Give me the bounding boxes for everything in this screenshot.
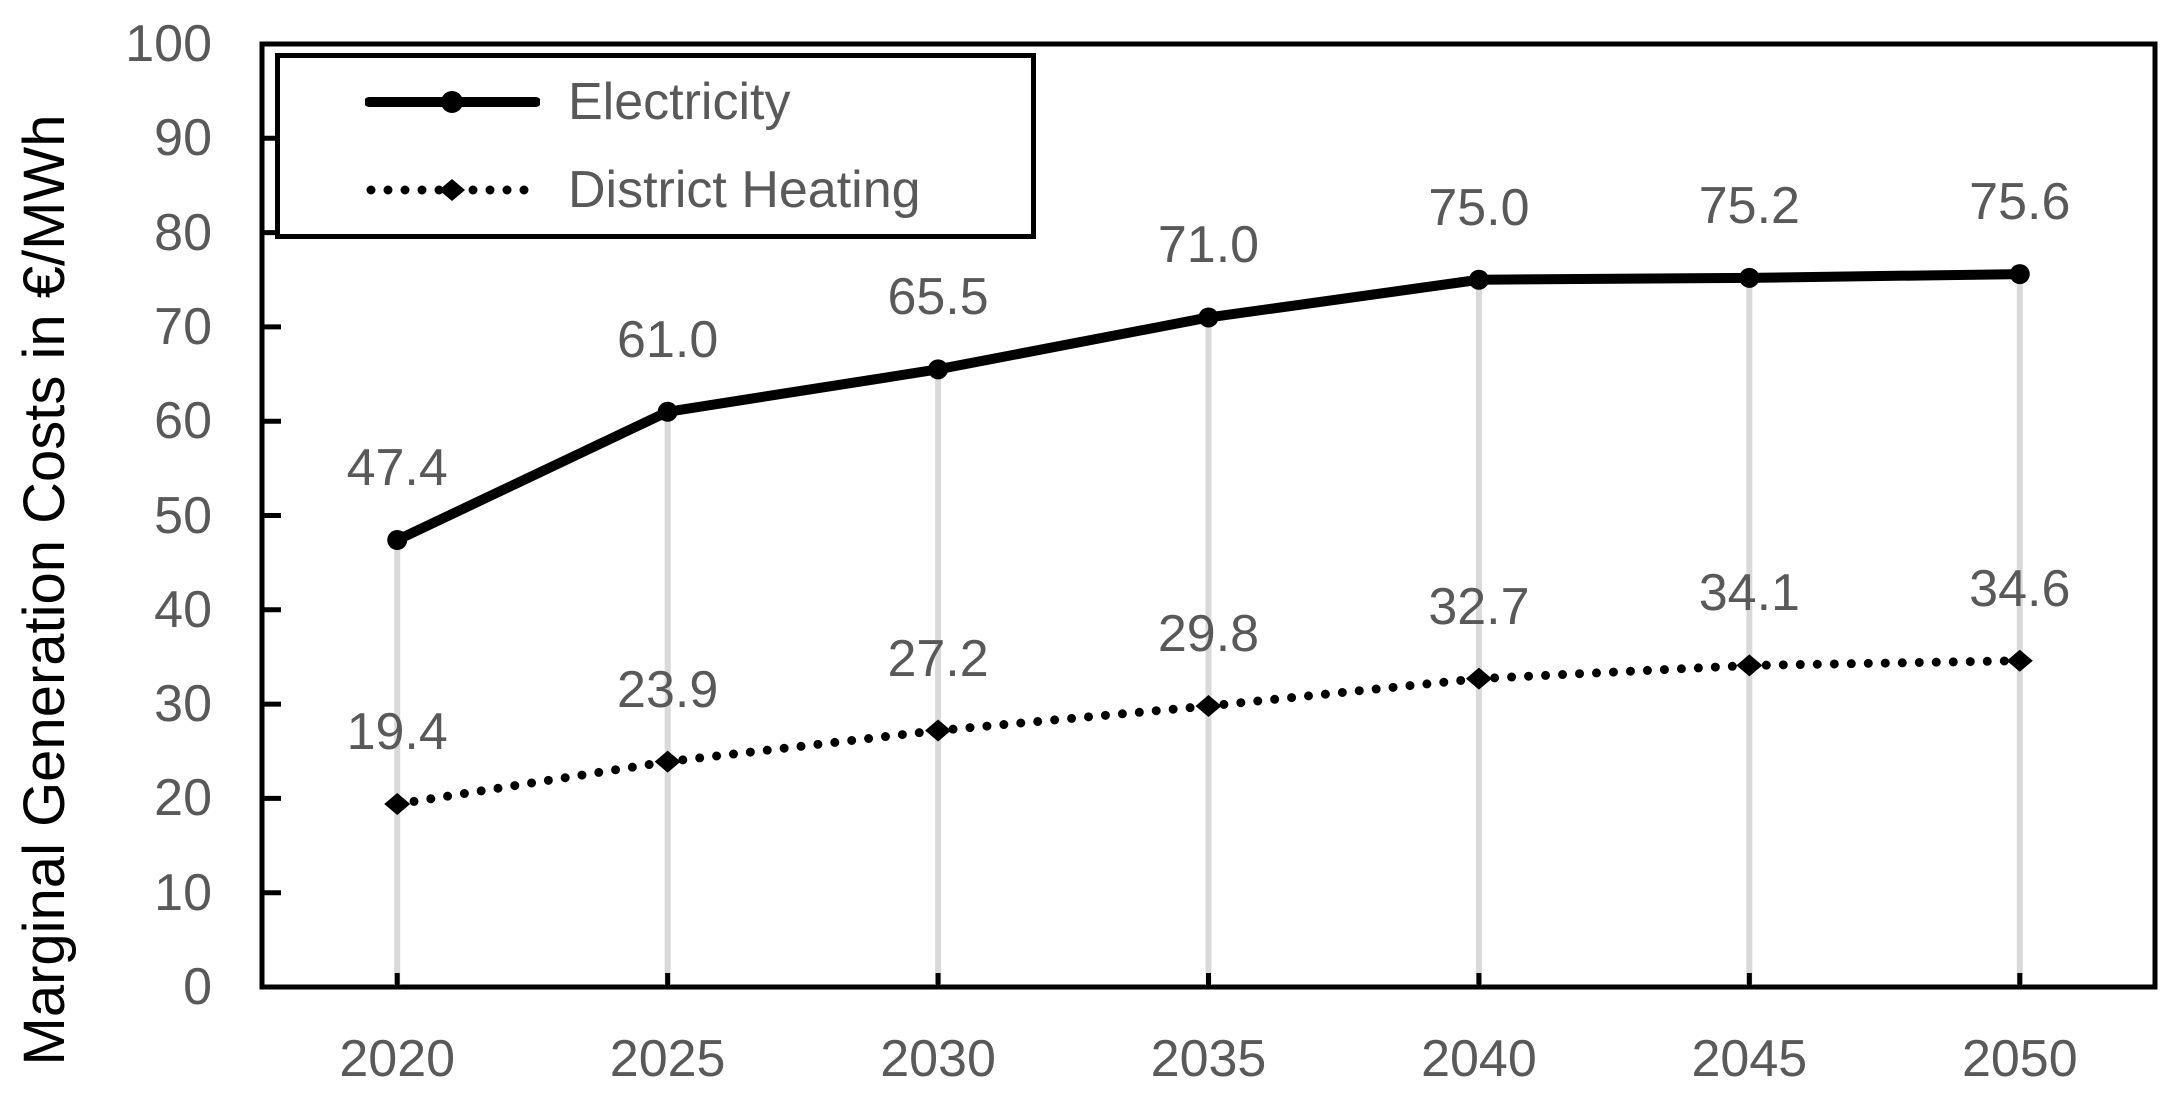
legend-label-electricity: Electricity xyxy=(568,73,791,131)
data-label-electricity-2050: 75.6 xyxy=(1969,173,2071,232)
district-heating-marker-2035 xyxy=(1195,694,1222,717)
data-label-electricity-2030: 65.5 xyxy=(887,268,989,327)
y-tick-label-10: 10 xyxy=(154,863,212,922)
district-heating-marker-2040 xyxy=(1465,667,1492,690)
data-label-district-heating-2020: 19.4 xyxy=(346,703,448,762)
district-heating-line-sample-icon xyxy=(366,179,540,201)
data-label-electricity-2035: 71.0 xyxy=(1157,216,1260,275)
x-tick-label-2040: 2040 xyxy=(1421,1030,1537,1088)
data-label-district-heating-2050: 34.6 xyxy=(1969,559,2071,618)
district-heating-marker-2050 xyxy=(2006,649,2033,672)
data-label-electricity-2020: 47.4 xyxy=(346,439,448,498)
electricity-marker-2030 xyxy=(928,359,949,380)
legend-item-electricity: Electricity xyxy=(280,58,1031,146)
y-tick-label-0: 0 xyxy=(183,958,212,1016)
data-label-district-heating-2025: 23.9 xyxy=(617,660,719,719)
x-tick-label-2025: 2025 xyxy=(609,1030,726,1088)
legend: Electricity District Heating xyxy=(275,53,1036,239)
y-tick-label-20: 20 xyxy=(154,769,212,828)
y-tick-label-100: 100 xyxy=(125,15,212,73)
x-tick-label-2030: 2030 xyxy=(880,1030,996,1088)
electricity-marker-2035 xyxy=(1198,307,1219,328)
y-tick-label-60: 60 xyxy=(154,392,212,451)
electricity-marker-2040 xyxy=(1468,269,1489,290)
electricity-marker-2050 xyxy=(2009,264,2030,285)
district-heating-marker-2020 xyxy=(384,793,411,816)
x-tick-label-2035: 2035 xyxy=(1150,1030,1267,1088)
y-tick-label-70: 70 xyxy=(154,297,212,356)
district-heating-marker-2025 xyxy=(654,750,681,773)
data-label-district-heating-2040: 32.7 xyxy=(1428,577,1530,636)
data-label-electricity-2040: 75.0 xyxy=(1428,178,1530,237)
x-tick-label-2050: 2050 xyxy=(1961,1030,2078,1088)
x-tick-label-2045: 2045 xyxy=(1691,1030,1808,1088)
y-tick-label-90: 90 xyxy=(154,109,212,168)
electricity-marker-2020 xyxy=(387,530,408,551)
data-label-electricity-2045: 75.2 xyxy=(1698,176,1800,235)
y-tick-label-50: 50 xyxy=(154,486,212,545)
data-label-district-heating-2045: 34.1 xyxy=(1698,564,1800,623)
electricity-line-sample-icon xyxy=(365,91,540,113)
district-heating-marker-2045 xyxy=(1736,654,1763,677)
data-label-district-heating-2035: 29.8 xyxy=(1157,604,1260,663)
electricity-marker-2025 xyxy=(657,401,678,422)
y-tick-label-40: 40 xyxy=(154,580,212,639)
district-heating-marker-2030 xyxy=(925,719,952,742)
y-tick-label-30: 30 xyxy=(154,675,212,734)
legend-label-district-heating: District Heating xyxy=(568,161,921,219)
legend-item-district-heating: District Heating xyxy=(280,146,1031,234)
y-tick-label-80: 80 xyxy=(154,203,212,262)
data-label-district-heating-2030: 27.2 xyxy=(887,629,989,688)
electricity-marker-2045 xyxy=(1739,267,1760,288)
x-tick-label-2020: 2020 xyxy=(339,1030,456,1088)
data-label-electricity-2025: 61.0 xyxy=(617,310,719,369)
